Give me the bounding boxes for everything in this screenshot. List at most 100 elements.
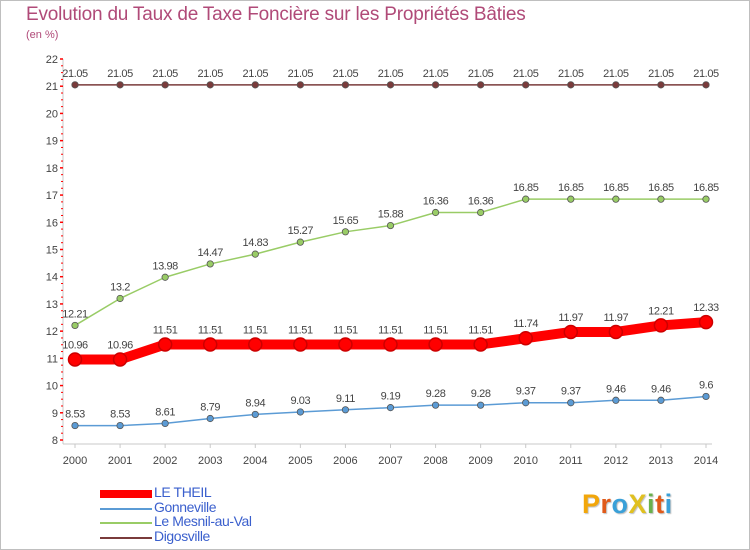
data-label-le-theil: 12.33: [693, 302, 719, 314]
data-point-le-theil: [67, 352, 83, 367]
data-label-le-mesnil-au-val: 16.85: [558, 182, 584, 194]
x-tick-label: 2004: [243, 455, 267, 467]
data-point-digosville: [206, 81, 214, 89]
legend-label: Gonneville: [154, 498, 217, 515]
y-tick-label: 11: [47, 353, 58, 365]
data-point-gonneville: [161, 419, 169, 427]
y-tick-label: 10: [46, 381, 58, 393]
data-point-le-theil: [698, 314, 714, 330]
line-chart: 8 9 10 11 12 13 14 15 16 17 18 19 20 21 22 2000 2001 2002…: [46, 54, 720, 467]
data-point-le-mesnil-au-val: [251, 250, 259, 258]
data-point-le-mesnil-au-val: [657, 195, 665, 203]
data-label-le-mesnil-au-val: 13.98: [152, 260, 178, 272]
data-label-le-mesnil-au-val: 15.88: [378, 209, 404, 221]
data-label-gonneville: 9.11: [336, 393, 355, 405]
data-label-le-theil: 11.51: [153, 324, 178, 336]
data-label-le-mesnil-au-val: 16.85: [648, 182, 674, 194]
data-label-gonneville: 9.6: [699, 379, 713, 391]
data-point-gonneville: [206, 414, 214, 423]
legend-item-le-theil: LE THEIL: [100, 484, 360, 502]
data-label-le-theil: 11.51: [243, 324, 268, 336]
legend-label: Digosville: [154, 527, 210, 544]
data-point-gonneville: [386, 404, 395, 412]
y-tick-label: 20: [46, 108, 58, 120]
logo-letter: P: [582, 489, 601, 519]
legend-label: LE THEIL: [154, 484, 212, 500]
data-label-digosville: 21.05: [243, 68, 269, 80]
logo-letter: r: [600, 489, 612, 519]
legend-swatch-le-mesnil-au-val: [100, 522, 152, 525]
data-point-le-mesnil-au-val: [567, 195, 575, 203]
data-label-digosville: 21.05: [468, 68, 494, 80]
x-tick-label: 2006: [333, 455, 357, 467]
data-label-le-theil: 10.96: [107, 339, 133, 351]
data-point-le-theil: [338, 337, 353, 352]
legend: LE THEIL Gonneville Le Mesnil-au-Val Dig…: [100, 484, 360, 546]
data-point-digosville: [477, 81, 485, 89]
data-point-le-theil: [248, 337, 263, 352]
data-point-le-mesnil-au-val: [161, 273, 169, 281]
data-label-digosville: 21.05: [152, 68, 178, 80]
data-point-le-theil: [157, 337, 173, 352]
data-label-le-theil: 11.51: [423, 324, 448, 336]
data-point-gonneville: [251, 410, 259, 419]
legend-item-digosville: Digosville: [100, 527, 360, 546]
data-label-gonneville: 9.37: [561, 386, 581, 398]
data-point-le-mesnil-au-val: [522, 195, 530, 203]
data-point-le-theil: [293, 337, 308, 352]
data-label-gonneville: 9.28: [426, 388, 446, 400]
data-point-le-theil: [608, 324, 624, 340]
data-point-le-mesnil-au-val: [612, 195, 620, 203]
x-tick-label: 2008: [423, 455, 447, 467]
data-label-le-mesnil-au-val: 16.36: [468, 195, 494, 207]
data-label-le-theil: 11.97: [603, 312, 628, 324]
y-tick-label: 12: [46, 326, 58, 338]
x-tick-label: 2010: [513, 455, 537, 467]
logo-letter: i: [664, 489, 673, 519]
data-point-le-theil: [473, 337, 488, 352]
data-label-le-mesnil-au-val: 14.83: [243, 237, 269, 249]
data-point-digosville: [341, 81, 350, 89]
data-label-le-theil: 11.51: [333, 324, 358, 336]
data-label-digosville: 21.05: [197, 68, 223, 80]
data-point-gonneville: [431, 401, 440, 409]
data-label-digosville: 21.05: [513, 68, 539, 80]
data-point-le-theil: [428, 337, 443, 352]
y-tick-label: 16: [46, 217, 58, 229]
y-tick-label: 18: [46, 163, 58, 175]
proxiti-logo: ProXiti: [582, 489, 673, 520]
data-label-le-mesnil-au-val: 12.21: [62, 308, 88, 320]
legend-item-le-mesnil-au-val: Le Mesnil-au-Val: [100, 513, 360, 531]
data-label-le-theil: 11.97: [558, 312, 583, 324]
data-point-le-theil: [563, 324, 579, 340]
data-label-le-theil: 11.51: [198, 324, 223, 336]
data-label-le-theil: 11.51: [378, 324, 403, 336]
data-label-digosville: 21.05: [693, 68, 719, 80]
data-point-gonneville: [612, 396, 620, 404]
data-label-le-theil: 11.51: [468, 324, 493, 336]
data-label-gonneville: 8.61: [155, 406, 175, 418]
data-label-digosville: 21.05: [107, 68, 133, 80]
data-point-gonneville: [71, 421, 79, 430]
y-tick-label: 13: [46, 299, 58, 311]
data-point-le-theil: [202, 337, 218, 352]
data-point-digosville: [296, 81, 304, 89]
data-point-le-mesnil-au-val: [477, 208, 485, 217]
data-label-digosville: 21.05: [378, 68, 404, 80]
data-label-le-mesnil-au-val: 16.85: [513, 182, 539, 194]
data-label-gonneville: 8.94: [245, 397, 265, 409]
y-tick-label: 22: [46, 54, 58, 66]
data-point-digosville: [612, 81, 620, 89]
y-tick-label: 15: [46, 245, 58, 257]
data-label-gonneville: 9.19: [381, 391, 401, 403]
x-tick-label: 2014: [694, 455, 718, 467]
data-label-gonneville: 8.53: [65, 409, 85, 421]
data-label-gonneville: 9.46: [651, 383, 671, 395]
y-tick-label: 14: [46, 272, 58, 284]
data-point-gonneville: [116, 421, 124, 430]
data-point-digosville: [657, 81, 665, 89]
data-point-gonneville: [341, 406, 350, 414]
data-label-gonneville: 9.03: [290, 395, 310, 407]
y-tick-label: 19: [46, 136, 58, 148]
chart-title: Evolution du Taux de Taxe Foncière sur l…: [26, 4, 526, 25]
